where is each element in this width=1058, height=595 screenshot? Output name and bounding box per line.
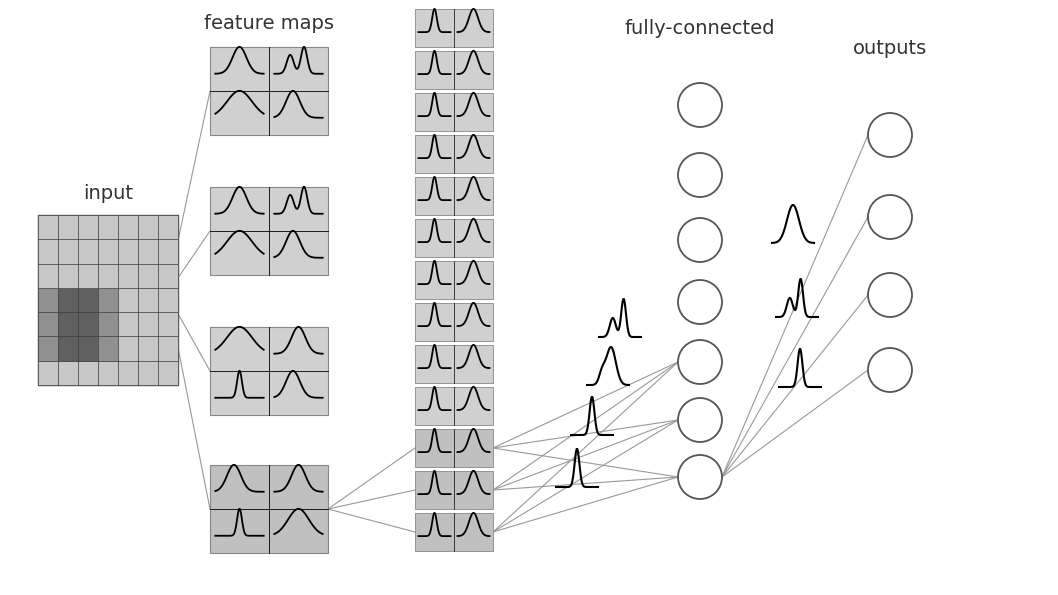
Text: outputs: outputs (853, 39, 927, 58)
FancyBboxPatch shape (158, 239, 178, 264)
FancyBboxPatch shape (38, 312, 58, 336)
FancyBboxPatch shape (138, 288, 158, 312)
FancyBboxPatch shape (138, 336, 158, 361)
FancyBboxPatch shape (98, 312, 118, 336)
FancyBboxPatch shape (98, 239, 118, 264)
FancyBboxPatch shape (415, 345, 493, 383)
FancyBboxPatch shape (118, 361, 138, 385)
FancyBboxPatch shape (138, 264, 158, 288)
FancyBboxPatch shape (78, 239, 98, 264)
FancyBboxPatch shape (78, 336, 98, 361)
FancyBboxPatch shape (78, 215, 98, 239)
FancyBboxPatch shape (118, 336, 138, 361)
FancyBboxPatch shape (415, 177, 493, 215)
FancyBboxPatch shape (98, 288, 118, 312)
FancyBboxPatch shape (415, 471, 493, 509)
FancyBboxPatch shape (118, 239, 138, 264)
FancyBboxPatch shape (38, 336, 58, 361)
FancyBboxPatch shape (158, 361, 178, 385)
FancyBboxPatch shape (58, 312, 78, 336)
FancyBboxPatch shape (78, 288, 98, 312)
FancyBboxPatch shape (158, 264, 178, 288)
FancyBboxPatch shape (38, 264, 58, 288)
FancyBboxPatch shape (38, 361, 58, 385)
FancyBboxPatch shape (98, 336, 118, 361)
FancyBboxPatch shape (58, 215, 78, 239)
FancyBboxPatch shape (118, 264, 138, 288)
FancyBboxPatch shape (98, 215, 118, 239)
FancyBboxPatch shape (415, 261, 493, 299)
FancyBboxPatch shape (158, 312, 178, 336)
FancyBboxPatch shape (158, 288, 178, 312)
FancyBboxPatch shape (98, 264, 118, 288)
FancyBboxPatch shape (38, 215, 178, 385)
FancyBboxPatch shape (415, 9, 493, 47)
FancyBboxPatch shape (158, 336, 178, 361)
FancyBboxPatch shape (58, 288, 78, 312)
FancyBboxPatch shape (38, 288, 58, 312)
FancyBboxPatch shape (415, 219, 493, 257)
FancyBboxPatch shape (78, 361, 98, 385)
FancyBboxPatch shape (138, 361, 158, 385)
FancyBboxPatch shape (118, 215, 138, 239)
FancyBboxPatch shape (209, 47, 328, 135)
Text: feature maps: feature maps (204, 14, 334, 33)
FancyBboxPatch shape (78, 312, 98, 336)
FancyBboxPatch shape (415, 135, 493, 173)
FancyBboxPatch shape (58, 361, 78, 385)
FancyBboxPatch shape (415, 513, 493, 551)
FancyBboxPatch shape (118, 312, 138, 336)
FancyBboxPatch shape (78, 264, 98, 288)
FancyBboxPatch shape (118, 288, 138, 312)
FancyBboxPatch shape (138, 239, 158, 264)
FancyBboxPatch shape (138, 312, 158, 336)
FancyBboxPatch shape (98, 361, 118, 385)
FancyBboxPatch shape (38, 215, 58, 239)
FancyBboxPatch shape (209, 465, 328, 553)
FancyBboxPatch shape (158, 215, 178, 239)
FancyBboxPatch shape (415, 51, 493, 89)
FancyBboxPatch shape (38, 239, 58, 264)
FancyBboxPatch shape (209, 327, 328, 415)
Text: fully-connected: fully-connected (625, 19, 776, 38)
FancyBboxPatch shape (58, 336, 78, 361)
FancyBboxPatch shape (138, 215, 158, 239)
FancyBboxPatch shape (58, 264, 78, 288)
FancyBboxPatch shape (415, 387, 493, 425)
FancyBboxPatch shape (415, 303, 493, 341)
FancyBboxPatch shape (58, 239, 78, 264)
FancyBboxPatch shape (415, 93, 493, 131)
FancyBboxPatch shape (415, 429, 493, 467)
Text: input: input (83, 184, 133, 203)
FancyBboxPatch shape (209, 187, 328, 275)
